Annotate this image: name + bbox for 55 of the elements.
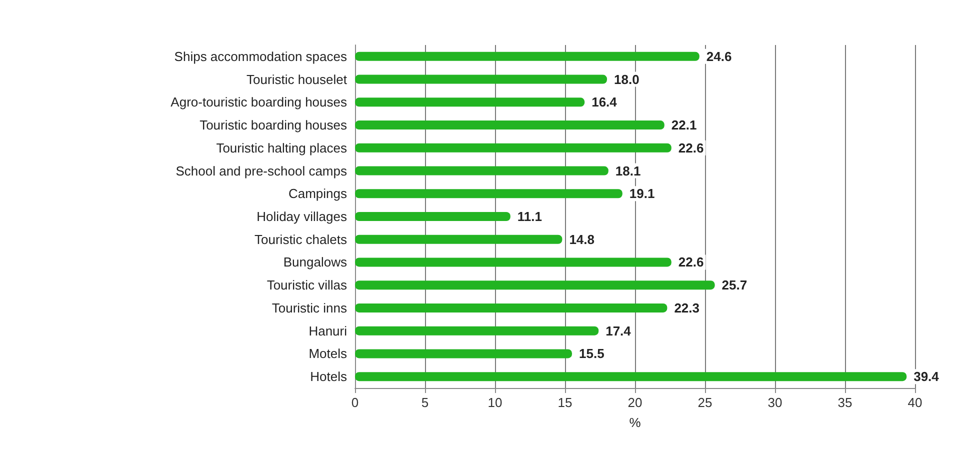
data-label: 11.1 [517,209,542,224]
y-tick-label: Touristic inns [272,300,348,316]
bar [355,212,510,221]
data-label: 25.7 [722,278,748,293]
y-tick-label: Touristic halting places [216,140,348,156]
data-label: 18.1 [615,163,641,178]
data-label: 19.1 [629,186,655,202]
x-tick-label: 15 [558,395,572,410]
data-label: 39.4 [914,369,940,384]
y-tick-label: Campings [288,186,348,202]
x-tick-label: 10 [488,395,502,410]
bar [355,258,672,267]
y-tick-label: Agro-touristic boarding houses [170,94,348,110]
data-label: 17.4 [606,323,632,338]
data-label: 22.3 [674,300,700,316]
data-label: 18.0 [614,72,640,87]
x-tick-label: 35 [838,395,852,410]
data-label: 15.5 [579,346,604,362]
x-tick-label: 20 [628,395,642,410]
data-label: 16.4 [592,94,618,110]
bar [355,349,572,358]
x-tick-label: 30 [768,395,782,410]
y-tick-label: Holiday villages [256,209,348,224]
bar [355,143,672,152]
y-tick-label: Hotels [310,369,348,384]
x-tick-label: 0 [351,395,359,410]
data-label: 14.8 [569,232,595,247]
bar [355,166,608,176]
x-tick-label: 5 [421,395,429,410]
bar [355,303,668,312]
bar [355,280,715,290]
data-label: 22.6 [678,140,704,156]
data-label: 22.1 [671,118,697,133]
bar [355,372,907,382]
data-label: 22.6 [678,254,704,270]
bar [355,189,622,198]
bar [355,52,700,61]
y-tick-label: Hanuri [308,323,348,338]
bar [355,120,664,130]
bar [355,326,599,336]
y-tick-label: Bungalows [283,254,348,270]
x-tick-label: 25 [698,395,712,410]
x-axis-title: % [629,415,642,430]
data-label: 24.6 [706,48,732,64]
y-tick-label: Touristic villas [266,278,348,293]
bar [355,74,607,84]
y-tick-label: Touristic houselet [246,72,348,87]
y-tick-label: Touristic chalets [254,232,348,247]
bar [355,98,585,107]
y-tick-label: Touristic boarding houses [200,118,348,133]
y-tick-label: Ships accommodation spaces [174,48,348,64]
y-tick-label: Motels [308,346,348,362]
x-tick-label: 40 [908,395,922,410]
bar [355,234,562,244]
y-tick-label: School and pre-school camps [176,163,348,178]
